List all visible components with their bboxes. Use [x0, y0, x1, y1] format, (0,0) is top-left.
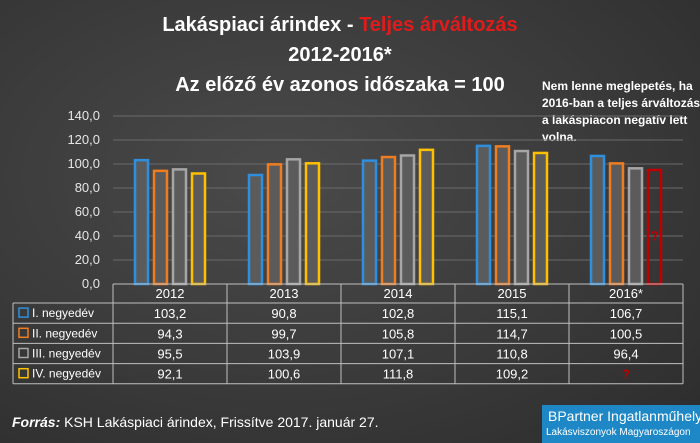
data-label: 106,7: [610, 306, 643, 321]
x-tick-label: 2012: [156, 286, 185, 301]
chart-subtitle: 2012-2016*: [288, 44, 392, 66]
legend-label: IV. negyedév: [32, 367, 101, 381]
x-tick-label: 2014: [384, 286, 413, 301]
data-label: 90,8: [271, 306, 296, 321]
bar-unknown-mark: ?: [650, 228, 659, 244]
bar: [627, 167, 644, 286]
data-label: 109,2: [496, 367, 529, 382]
y-tick-label: 140,0: [67, 108, 100, 123]
legend-swatch: [18, 327, 29, 339]
legend-label: III. negyedév: [32, 347, 101, 361]
legend-label: I. negyedév: [32, 306, 94, 320]
bar: [380, 155, 397, 286]
y-tick-label: 120,0: [67, 132, 100, 147]
data-label: 111,8: [383, 367, 414, 382]
y-tick-label: 80,0: [75, 180, 100, 195]
data-label: 105,8: [382, 326, 415, 341]
brand-tagline: Lakásviszonyok Magyaroszágon: [546, 427, 691, 438]
x-tick-label: 2016*: [609, 286, 643, 301]
source-prefix: Forrás:: [12, 414, 61, 430]
legend-swatch: [18, 347, 29, 359]
data-label: 96,4: [613, 347, 638, 362]
chart-subtitle-2: Az előző év azonos időszaka = 100: [175, 74, 505, 96]
y-tick-label: 60,0: [75, 204, 100, 219]
source-note: Forrás: KSH Lakáspiaci árindex, Frissítv…: [12, 414, 379, 430]
data-label: 92,1: [157, 367, 182, 382]
bar: [532, 151, 549, 286]
data-label: 99,7: [271, 326, 296, 341]
data-label: 103,9: [268, 347, 301, 362]
data-label: 102,8: [382, 306, 415, 321]
data-label: 94,3: [157, 326, 182, 341]
data-label: 107,1: [382, 347, 415, 362]
bar: [418, 148, 435, 286]
legend-swatch: [18, 367, 29, 379]
chart-title: Lakáspiaci árindex - Teljes árváltozás: [0, 14, 680, 37]
data-label: 103,2: [154, 306, 187, 321]
bar: [152, 169, 169, 286]
brand-logo: BPartner Ingatlanműhely Lakásviszonyok M…: [542, 405, 700, 443]
bar: [171, 168, 188, 286]
bar: [285, 158, 302, 286]
title-highlight: Teljes árváltozás: [359, 14, 518, 36]
x-tick-label: 2015: [498, 286, 527, 301]
data-label: 100,5: [610, 326, 643, 341]
data-label: 110,8: [496, 347, 528, 362]
y-tick-label: 0,0: [82, 276, 100, 291]
legend-swatch: [18, 307, 29, 318]
legend-label: II. negyedév: [32, 326, 97, 340]
x-tick-label: 2013: [270, 286, 299, 301]
data-label: 95,5: [157, 347, 182, 362]
data-label: 114,7: [496, 326, 528, 341]
bar: [361, 159, 378, 286]
bar: [304, 162, 321, 286]
bar: [133, 158, 150, 286]
y-tick-label: 40,0: [75, 228, 100, 243]
data-label: 115,1: [496, 306, 528, 321]
data-label: ?: [622, 367, 630, 382]
bar: [247, 173, 264, 286]
title-main: Lakáspiaci árindex -: [162, 14, 360, 36]
bar: [475, 144, 492, 286]
bar: [266, 163, 283, 286]
y-tick-label: 20,0: [75, 252, 100, 267]
bar: [494, 145, 511, 286]
bar: [608, 162, 625, 286]
y-tick-label: 100,0: [67, 156, 100, 171]
brand-name: BPartner Ingatlanműhely: [548, 408, 700, 424]
data-label: 100,6: [268, 367, 301, 382]
bar: [190, 172, 207, 286]
bar: [513, 149, 530, 286]
source-text: KSH Lakáspiaci árindex, Frissítve 2017. …: [60, 414, 379, 430]
bar: [589, 154, 606, 286]
bar: [399, 154, 416, 286]
